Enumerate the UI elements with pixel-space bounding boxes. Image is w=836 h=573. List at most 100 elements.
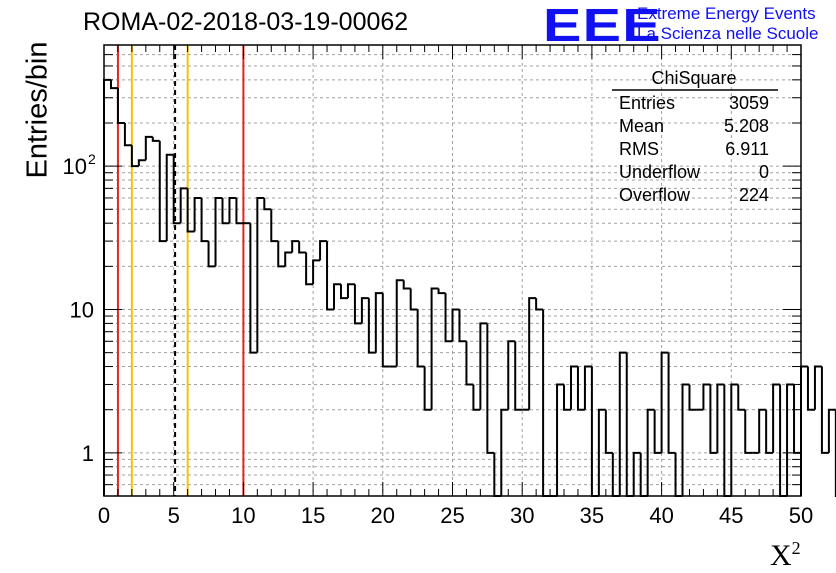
- x-tick-label: 5: [168, 503, 180, 528]
- stats-value: 224: [739, 185, 769, 206]
- histogram-bin: [529, 298, 536, 410]
- histogram-bin: [731, 384, 738, 496]
- histogram-bin: [432, 289, 439, 410]
- stats-value: 5.208: [724, 116, 769, 137]
- histogram-bin: [188, 188, 195, 231]
- histogram-bin: [557, 384, 564, 496]
- x-tick-label: 0: [98, 503, 110, 528]
- histogram-bin: [292, 241, 299, 252]
- histogram-bin: [662, 353, 669, 453]
- histogram-bin: [306, 252, 313, 284]
- x-tick-label: 35: [580, 503, 604, 528]
- histogram-bin: [369, 298, 376, 353]
- histogram-bin: [620, 353, 627, 496]
- histogram-bin: [759, 410, 766, 453]
- y-tick-label-sup: 2: [88, 151, 96, 167]
- histogram-bin: [404, 280, 411, 288]
- x-tick-label: 20: [371, 503, 395, 528]
- chart-title: ROMA-02-2018-03-19-00062: [83, 8, 408, 37]
- histogram-bin: [439, 289, 446, 294]
- y-tick-label: 1: [82, 441, 94, 466]
- histogram-bin: [822, 367, 829, 453]
- histogram-bin: [139, 160, 146, 166]
- x-axis-label-sup: 2: [792, 538, 801, 558]
- x-axis-label-text: X: [770, 539, 792, 572]
- histogram-bin: [710, 384, 717, 452]
- histogram-bin: [627, 353, 634, 496]
- histogram-bin: [202, 198, 209, 241]
- histogram-bin: [780, 384, 787, 496]
- x-tick-label: 30: [510, 503, 534, 528]
- histogram-bin: [466, 341, 473, 384]
- histogram-bin: [508, 341, 515, 409]
- histogram-bin: [669, 353, 676, 453]
- histogram-bin: [271, 209, 278, 241]
- histogram-bin: [571, 367, 578, 410]
- histogram-bin: [418, 309, 425, 366]
- histogram-bin: [299, 241, 306, 252]
- histogram-bin: [341, 284, 348, 298]
- histogram-bin: [487, 323, 494, 452]
- histogram-bin: [829, 410, 836, 453]
- x-tick-label: 10: [231, 503, 255, 528]
- histogram-bin: [766, 410, 773, 453]
- histogram-bin: [125, 123, 132, 145]
- histogram-bin: [278, 241, 285, 266]
- histogram-bin: [383, 293, 390, 366]
- histogram-bin: [425, 367, 432, 410]
- histogram-bin: [717, 384, 724, 452]
- histogram-bin: [453, 309, 460, 341]
- histogram-bin: [459, 309, 466, 341]
- y-axis-label: Entries/bin: [22, 41, 55, 178]
- histogram-bin: [745, 410, 752, 453]
- histogram-bin: [794, 384, 801, 452]
- y-tick-label: 10: [70, 297, 94, 322]
- histogram-bin: [348, 284, 355, 298]
- histogram-bin: [132, 145, 139, 166]
- histogram-bin: [564, 384, 571, 409]
- histogram-bin: [229, 198, 236, 223]
- cut-lines: [118, 45, 243, 496]
- histogram-bin: [655, 410, 662, 453]
- histogram-bin: [160, 141, 167, 241]
- histogram-bin: [515, 341, 522, 409]
- histogram-bin: [153, 137, 160, 141]
- stats-key: Entries: [619, 93, 675, 114]
- histogram-bin: [257, 198, 264, 353]
- histogram-bin: [703, 384, 710, 409]
- x-tick-label: 50: [789, 503, 813, 528]
- x-tick-label: 45: [719, 503, 743, 528]
- histogram-bin: [411, 289, 418, 310]
- histogram-bin: [543, 309, 550, 496]
- histogram-bin: [327, 241, 334, 309]
- histogram-bin: [285, 252, 292, 266]
- histogram-bin: [355, 284, 362, 323]
- histogram-bin: [724, 384, 731, 496]
- histogram-bin: [592, 367, 599, 496]
- histogram-bin: [606, 410, 613, 453]
- stats-value: 3059: [729, 93, 769, 114]
- histogram-bin: [773, 384, 780, 452]
- histogram-bin: [216, 198, 223, 266]
- x-tick-label: 25: [440, 503, 464, 528]
- histogram-bin: [801, 367, 808, 453]
- x-axis-label: X2: [770, 538, 801, 573]
- histogram-bin: [209, 241, 216, 266]
- histogram-bin: [111, 80, 118, 88]
- stats-key: Overflow: [619, 185, 690, 206]
- x-tick-label: 40: [649, 503, 673, 528]
- histogram-bin: [118, 88, 125, 123]
- logo-line-2: La Scienza nelle Scuole: [637, 24, 818, 44]
- histogram-bin: [689, 384, 696, 409]
- stats-value: 6.911: [725, 139, 769, 160]
- histogram-bin: [195, 198, 202, 232]
- histogram-bin: [250, 223, 257, 352]
- histogram-bin: [181, 188, 188, 223]
- grid-lines: [104, 45, 801, 496]
- histogram-bin: [787, 384, 794, 496]
- stats-value: 0: [759, 162, 769, 183]
- histogram-bin: [320, 241, 327, 260]
- histogram-bin: [104, 80, 111, 496]
- histogram-bin: [313, 260, 320, 284]
- stats-key: RMS: [619, 139, 659, 160]
